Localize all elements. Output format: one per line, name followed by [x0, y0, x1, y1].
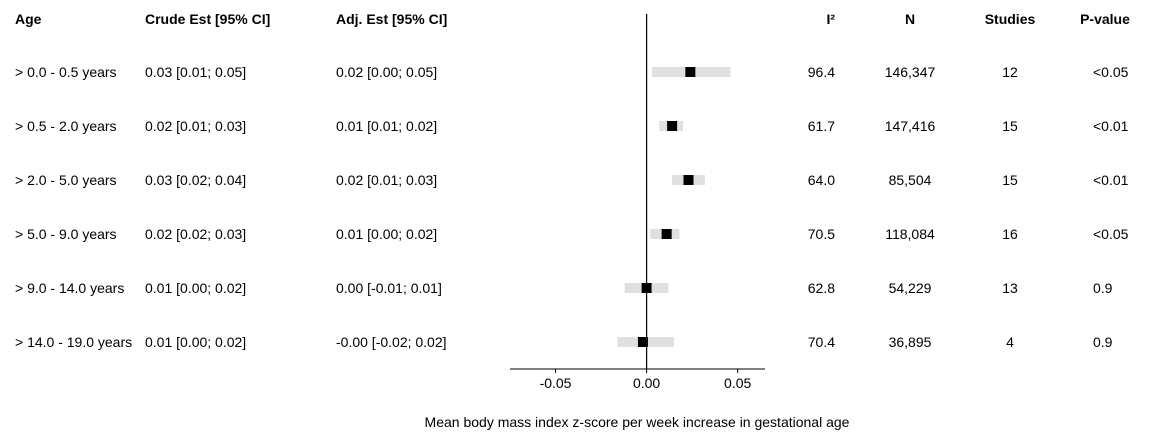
row-crude-est: 0.03 [0.01; 0.05] — [145, 64, 247, 80]
row-studies: 15 — [1002, 172, 1018, 188]
row-studies: 16 — [1002, 226, 1018, 242]
row-pvalue: 0.9 — [1093, 280, 1113, 296]
row-crude-est: 0.03 [0.02; 0.04] — [145, 172, 247, 188]
row-pvalue: <0.05 — [1093, 64, 1129, 80]
point-estimate — [641, 283, 652, 293]
row-adj-est: -0.00 [-0.02; 0.02] — [336, 334, 447, 350]
row-age: > 9.0 - 14.0 years — [15, 280, 125, 296]
row-age: > 0.5 - 2.0 years — [15, 118, 117, 134]
header-age: Age — [15, 11, 42, 27]
point-estimate — [667, 121, 678, 131]
row-n: 36,895 — [888, 334, 932, 350]
row-n: 147,416 — [884, 118, 936, 134]
row-i2: 62.8 — [807, 280, 835, 296]
row-studies: 15 — [1002, 118, 1018, 134]
row-studies: 4 — [1006, 334, 1014, 350]
header-n: N — [904, 11, 916, 27]
x-tick-label: 0.00 — [633, 375, 660, 391]
row-adj-est: 0.01 [0.00; 0.02] — [336, 226, 438, 242]
row-i2: 64.0 — [807, 172, 835, 188]
row-crude-est: 0.02 [0.02; 0.03] — [145, 226, 247, 242]
row-i2: 70.5 — [807, 226, 835, 242]
row-age: > 0.0 - 0.5 years — [15, 64, 117, 80]
point-estimate — [637, 337, 648, 347]
row-crude-est: 0.01 [0.00; 0.02] — [145, 280, 247, 296]
header-studies: Studies — [984, 11, 1036, 27]
x-tick-label: -0.05 — [540, 375, 572, 391]
row-studies: 13 — [1002, 280, 1018, 296]
row-age: > 2.0 - 5.0 years — [15, 172, 117, 188]
row-i2: 70.4 — [807, 334, 835, 350]
row-n: 118,084 — [885, 226, 935, 242]
row-age: > 5.0 - 9.0 years — [15, 226, 117, 242]
point-estimate — [685, 67, 696, 77]
row-adj-est: 0.01 [0.01; 0.02] — [336, 118, 438, 134]
row-crude-est: 0.01 [0.00; 0.02] — [145, 334, 247, 350]
row-adj-est: 0.02 [0.01; 0.03] — [336, 172, 438, 188]
row-i2: 96.4 — [807, 64, 835, 80]
row-n: 85,504 — [888, 172, 932, 188]
point-estimate — [683, 175, 694, 185]
row-pvalue: <0.01 — [1093, 172, 1129, 188]
row-pvalue: <0.01 — [1093, 118, 1129, 134]
point-estimate — [661, 229, 672, 239]
header-i2: I² — [826, 11, 835, 27]
row-studies: 12 — [1002, 64, 1018, 80]
header-pvalue: P-value — [1080, 11, 1130, 27]
row-pvalue: <0.05 — [1093, 226, 1129, 242]
row-pvalue: 0.9 — [1093, 334, 1113, 350]
header-crude-est: Crude Est [95% CI] — [145, 11, 271, 27]
row-adj-est: 0.02 [0.00; 0.05] — [336, 64, 438, 80]
x-axis-label: Mean body mass index z-score per week in… — [425, 414, 850, 430]
header-adj-est: Adj. Est [95% CI] — [336, 11, 448, 27]
row-i2: 61.7 — [807, 118, 835, 134]
row-age: > 14.0 - 19.0 years — [15, 334, 133, 350]
row-n: 146,347 — [884, 64, 936, 80]
row-crude-est: 0.02 [0.01; 0.03] — [145, 118, 247, 134]
x-tick-label: 0.05 — [724, 375, 751, 391]
row-n: 54,229 — [888, 280, 932, 296]
row-adj-est: 0.00 [-0.01; 0.01] — [336, 280, 442, 296]
